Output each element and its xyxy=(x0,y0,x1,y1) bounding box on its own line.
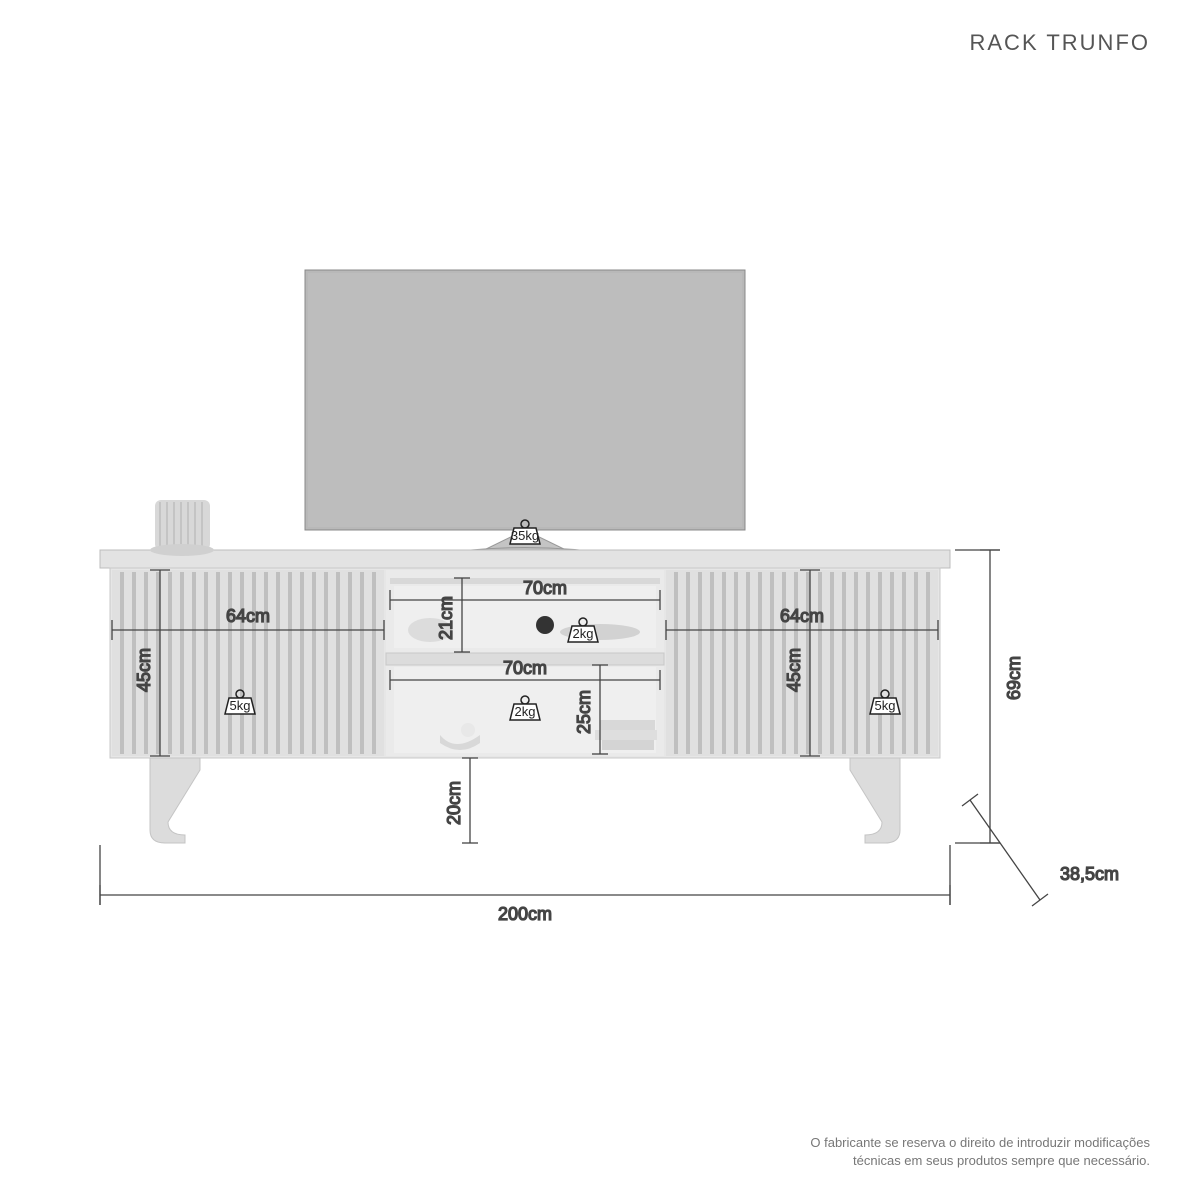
dim-shelf-top-h-label: 21cm xyxy=(436,596,456,640)
dim-total-h xyxy=(955,550,1000,843)
footer-line1: O fabricante se reserva o direito de int… xyxy=(810,1135,1150,1150)
dim-total-h-label: 69cm xyxy=(1004,656,1024,700)
dim-depth xyxy=(962,794,1048,906)
dim-shelf-bottom-h-label: 25cm xyxy=(574,690,594,734)
dim-total-width xyxy=(100,845,950,905)
svg-text:2kg: 2kg xyxy=(573,626,594,641)
vase-prop xyxy=(150,500,214,556)
svg-text:2kg: 2kg xyxy=(515,704,536,719)
dim-depth-label: 38,5cm xyxy=(1060,864,1119,884)
dim-right-door-h-label: 45cm xyxy=(784,648,804,692)
tv xyxy=(305,270,745,560)
svg-text:5kg: 5kg xyxy=(230,698,251,713)
footer-line2: técnicas em seus produtos sempre que nec… xyxy=(853,1153,1150,1168)
dim-right-door-w-label: 64cm xyxy=(780,606,824,626)
svg-text:35kg: 35kg xyxy=(511,528,539,543)
footer-note: O fabricante se reserva o direito de int… xyxy=(810,1134,1150,1170)
dim-left-door-h-label: 45cm xyxy=(134,648,154,692)
svg-text:5kg: 5kg xyxy=(875,698,896,713)
dim-leg-h xyxy=(462,758,478,843)
dim-total-width-label: 200cm xyxy=(498,904,552,924)
legs xyxy=(150,758,900,843)
dim-shelf-bottom-w-label: 70cm xyxy=(503,658,547,678)
dim-leg-h-label: 20cm xyxy=(444,781,464,825)
diagram-stage: 200cm 64cm 64cm 70cm 70cm xyxy=(0,0,1200,1200)
dim-left-door-w-label: 64cm xyxy=(226,606,270,626)
dim-shelf-top-w-label: 70cm xyxy=(523,578,567,598)
